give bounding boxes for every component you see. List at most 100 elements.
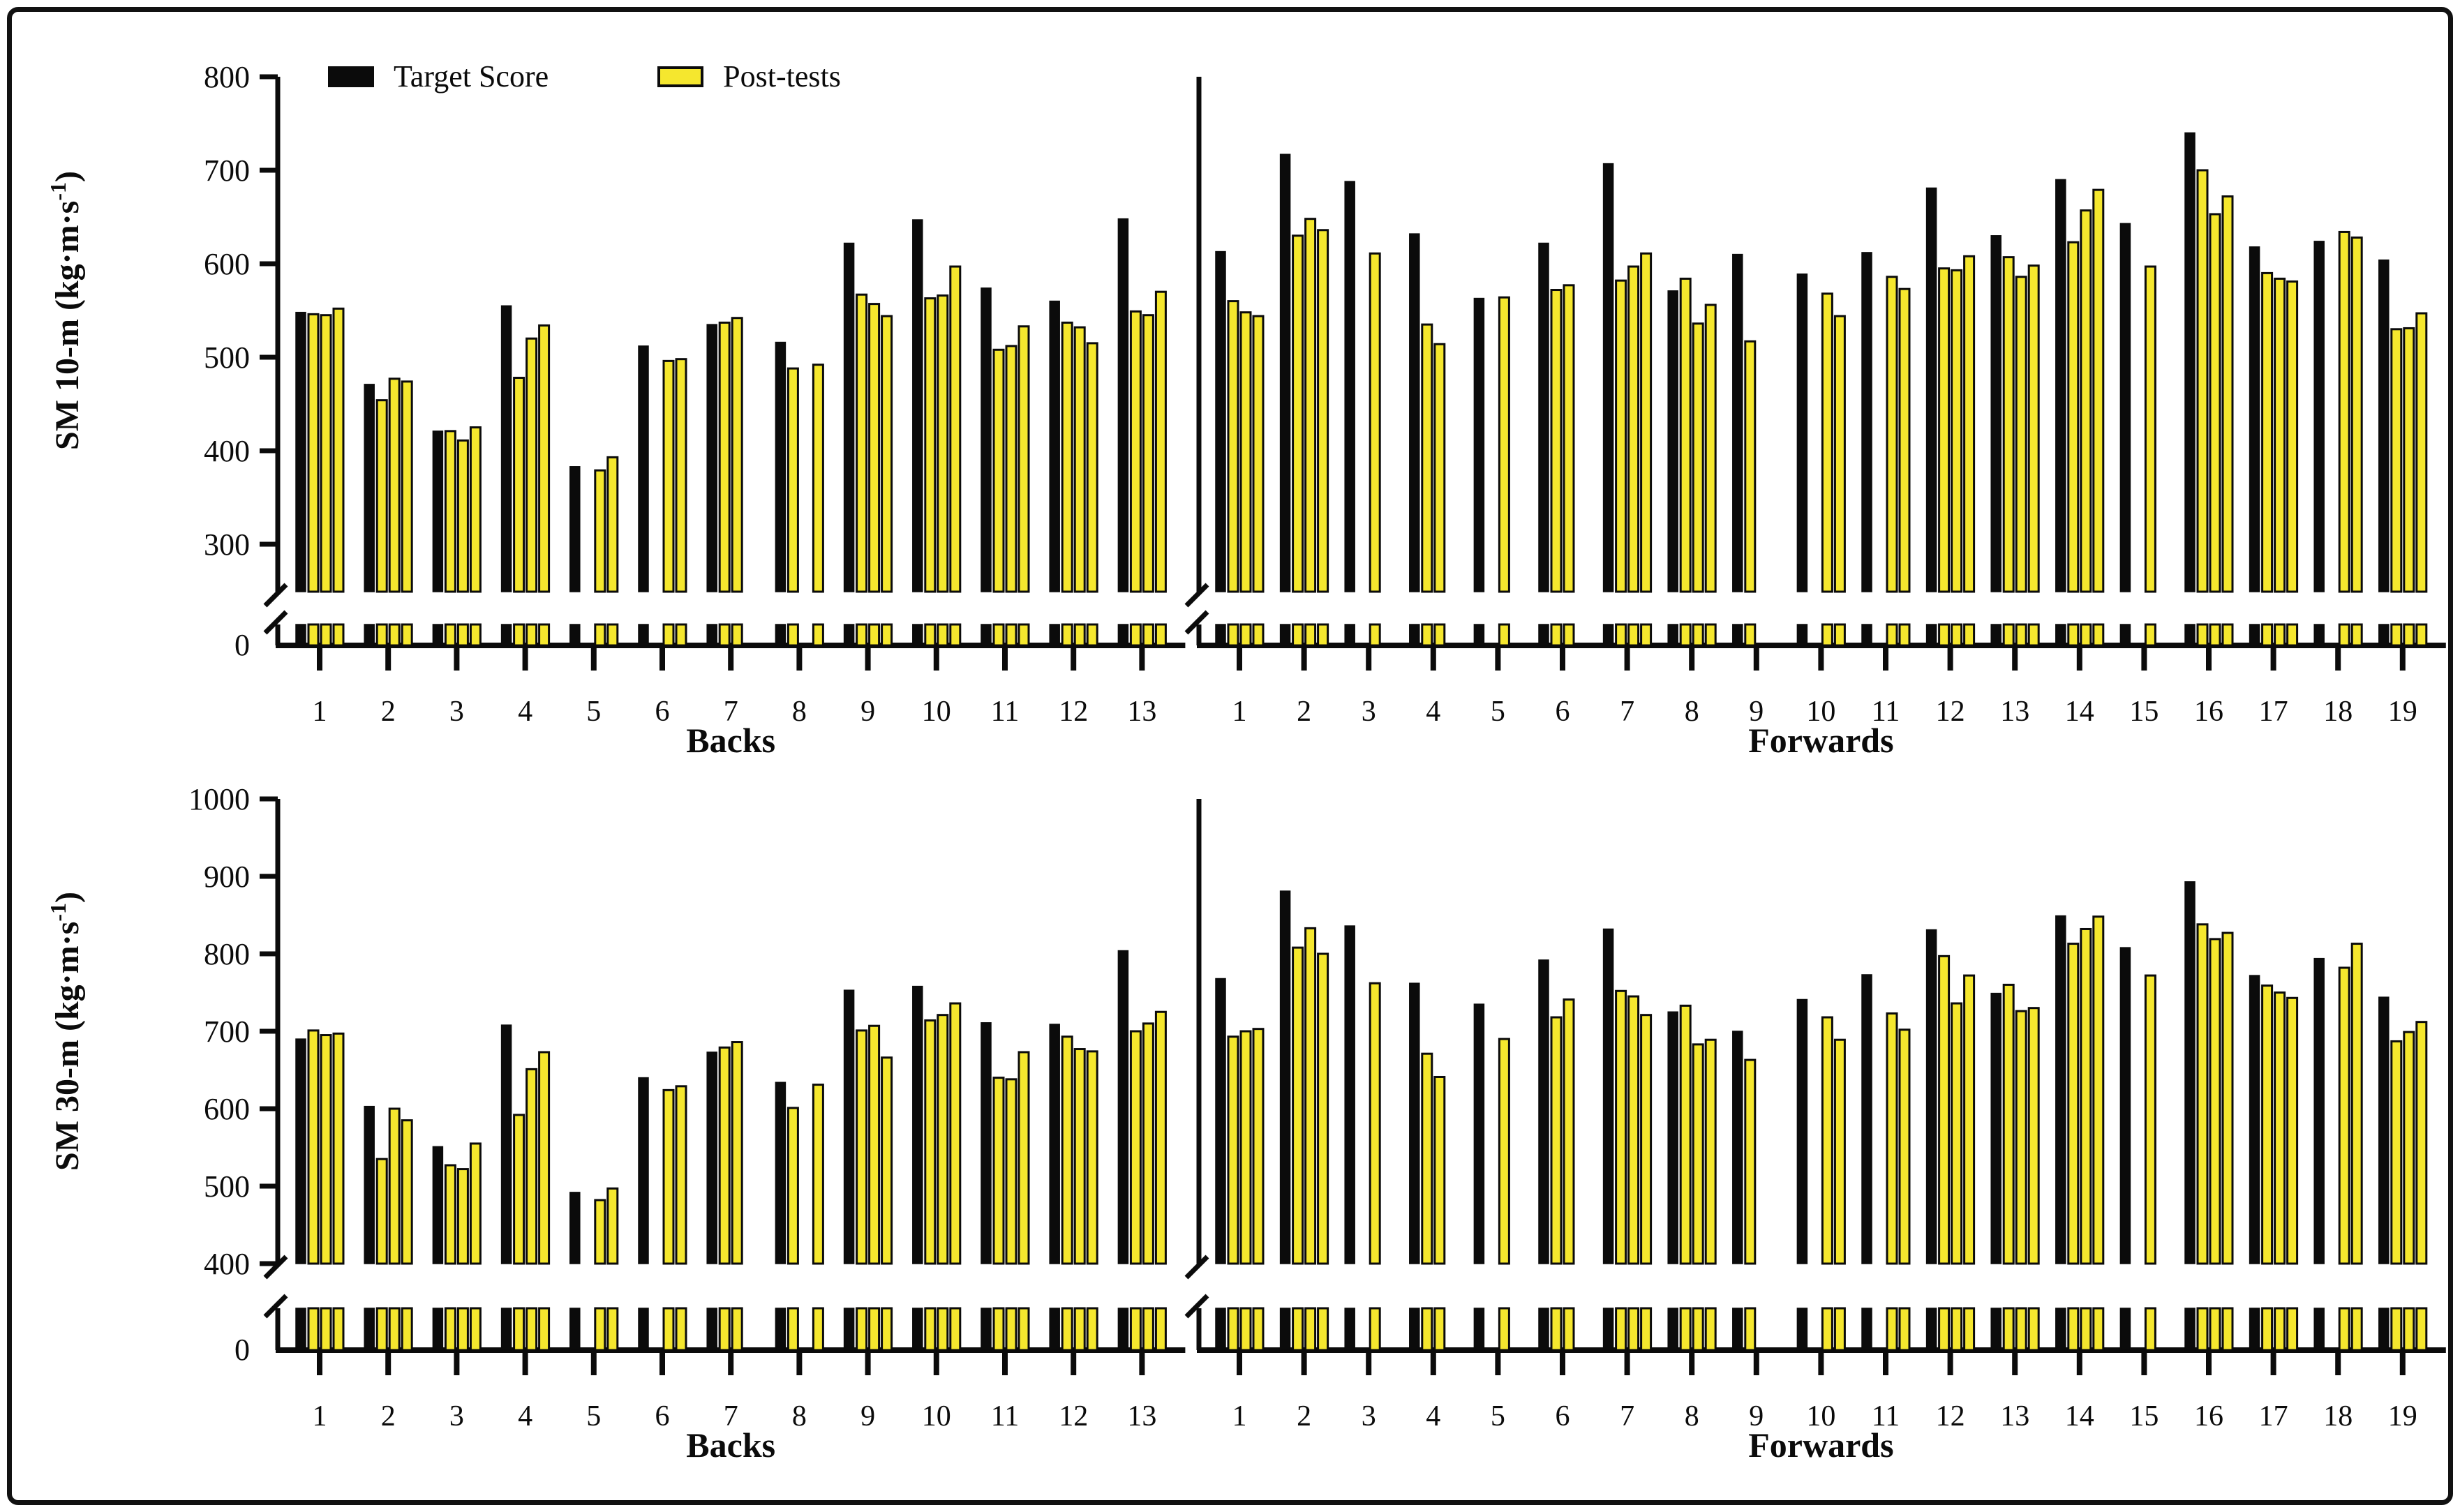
x-tick-label: 11 xyxy=(1872,1400,1900,1432)
x-tick-label: 11 xyxy=(1872,696,1900,728)
bar-posttest-SM10-m-backs-p12-stub xyxy=(1061,623,1073,647)
bar-posttest-SM10-m-forwards-p17 xyxy=(2286,280,2299,593)
x-tick-label: 2 xyxy=(1297,696,1311,728)
bar-posttest-SM30-m-forwards-p16-stub xyxy=(2196,1307,2209,1352)
bar-posttest-SM30-m-backs-p12-stub xyxy=(1086,1307,1098,1352)
bar-target-SM30-m-forwards-p15-stub xyxy=(2119,1308,2131,1351)
y-tick-label: 600 xyxy=(204,247,250,281)
x-tick-label: 11 xyxy=(991,1400,1019,1432)
bar-posttest-SM30-m-backs-p4-stub xyxy=(525,1307,538,1352)
bar-posttest-SM30-m-backs-p2 xyxy=(388,1107,401,1265)
bar-posttest-SM10-m-backs-p12 xyxy=(1086,342,1098,593)
bar-posttest-SM30-m-forwards-p19 xyxy=(2390,1040,2403,1265)
bar-posttest-SM30-m-forwards-p12 xyxy=(1951,1002,1963,1265)
bar-posttest-SM30-m-forwards-p8 xyxy=(1692,1043,1704,1265)
bar-posttest-SM10-m-forwards-p17 xyxy=(2261,271,2274,593)
x-tick-label: 13 xyxy=(2000,1400,2029,1432)
axis-break-icon xyxy=(263,1294,288,1319)
x-tick-label: 7 xyxy=(724,696,738,728)
bar-target-SM30-m-backs-p6 xyxy=(638,1077,649,1264)
bar-posttest-SM10-m-forwards-p7 xyxy=(1627,265,1640,593)
bar-posttest-SM10-m-backs-p2 xyxy=(401,380,413,593)
axis-break-icon xyxy=(1184,610,1209,635)
panel-title-forwards: Forwards xyxy=(1748,1425,1893,1465)
x-tick-label: 10 xyxy=(1806,696,1835,728)
bar-posttest-SM30-m-forwards-p4 xyxy=(1433,1075,1446,1265)
bar-posttest-SM30-m-backs-p3-stub xyxy=(456,1307,469,1352)
bar-posttest-SM10-m-forwards-p6-stub xyxy=(1550,623,1563,647)
bar-posttest-SM30-m-backs-p11 xyxy=(1017,1051,1030,1265)
bar-target-SM30-m-forwards-p3-stub xyxy=(1344,1308,1355,1351)
bar-posttest-SM30-m-forwards-p7 xyxy=(1615,989,1627,1265)
bar-posttest-SM30-m-forwards-p4-stub xyxy=(1421,1307,1433,1352)
bar-target-SM10-m-backs-p5-stub xyxy=(569,624,581,646)
bar-posttest-SM10-m-forwards-p16-stub xyxy=(2196,623,2209,647)
bar-target-SM30-m-forwards-p7 xyxy=(1602,928,1614,1264)
bar-target-SM10-m-forwards-p14 xyxy=(2055,179,2066,592)
legend-label-post-tests: Post-tests xyxy=(723,59,841,93)
bar-posttest-SM30-m-forwards-p8 xyxy=(1704,1038,1717,1265)
bar-posttest-SM10-m-forwards-p6 xyxy=(1563,284,1575,593)
bar-posttest-SM10-m-forwards-p11 xyxy=(1886,276,1898,593)
bar-posttest-SM30-m-backs-p1-stub xyxy=(320,1307,332,1352)
bar-posttest-SM10-m-forwards-p10 xyxy=(1833,315,1846,593)
bar-posttest-SM30-m-forwards-p6 xyxy=(1550,1016,1563,1265)
bar-posttest-SM30-m-backs-p9 xyxy=(881,1056,893,1265)
bar-posttest-SM30-m-forwards-p15 xyxy=(2144,974,2156,1265)
bar-posttest-SM30-m-backs-p13-stub xyxy=(1142,1307,1154,1352)
bar-target-SM30-m-forwards-p7-stub xyxy=(1602,1308,1614,1351)
bar-target-SM10-m-forwards-p17-stub xyxy=(2249,624,2260,646)
bar-posttest-SM30-m-forwards-p13 xyxy=(2027,1007,2040,1265)
bar-posttest-SM10-m-backs-p6-stub xyxy=(662,623,675,647)
x-tick-label: 1 xyxy=(313,696,327,728)
bar-target-SM10-m-forwards-p15 xyxy=(2119,223,2131,592)
bar-posttest-SM30-m-forwards-p8 xyxy=(1679,1004,1692,1265)
bar-posttest-SM30-m-forwards-p17-stub xyxy=(2274,1307,2286,1352)
bar-posttest-SM30-m-forwards-p14 xyxy=(2067,943,2080,1265)
bar-posttest-SM10-m-backs-p6-stub xyxy=(675,623,687,647)
bar-target-SM30-m-backs-p10 xyxy=(912,985,923,1264)
bar-posttest-SM10-m-forwards-p12 xyxy=(1938,267,1951,593)
bar-posttest-SM10-m-backs-p3 xyxy=(444,430,456,593)
bar-target-SM10-m-forwards-p8-stub xyxy=(1667,624,1678,646)
bar-posttest-SM30-m-backs-p1 xyxy=(307,1029,320,1265)
bar-posttest-SM30-m-forwards-p19 xyxy=(2415,1021,2428,1265)
bar-posttest-SM30-m-backs-p3 xyxy=(456,1168,469,1265)
bar-posttest-SM30-m-forwards-p2 xyxy=(1292,946,1304,1265)
bar-posttest-SM30-m-forwards-p14-stub xyxy=(2092,1307,2105,1352)
bar-posttest-SM30-m-backs-p12 xyxy=(1061,1035,1073,1265)
y-tick-label: 400 xyxy=(204,434,250,468)
bar-posttest-SM30-m-backs-p10-stub xyxy=(949,1307,962,1352)
x-tick-label: 7 xyxy=(1620,1400,1634,1432)
bar-posttest-SM10-m-backs-p1-stub xyxy=(320,623,332,647)
x-tick-label: 11 xyxy=(991,696,1019,728)
bar-posttest-SM10-m-backs-p12 xyxy=(1073,326,1086,593)
bar-posttest-SM30-m-forwards-p10-stub xyxy=(1833,1307,1846,1352)
y-tick-label: 800 xyxy=(204,937,250,971)
bar-target-SM10-m-backs-p6-stub xyxy=(638,624,649,646)
bar-posttest-SM30-m-backs-p12 xyxy=(1086,1050,1098,1265)
bar-posttest-SM10-m-forwards-p9-stub xyxy=(1744,623,1757,647)
x-tick-label: 1 xyxy=(1232,696,1247,728)
panel-title-backs: Backs xyxy=(686,721,775,760)
bar-target-SM10-m-forwards-p5 xyxy=(1473,297,1485,592)
bar-posttest-SM10-m-forwards-p9 xyxy=(1744,340,1757,593)
bar-posttest-SM10-m-forwards-p14 xyxy=(2080,209,2092,593)
panel-title-backs: Backs xyxy=(686,1425,775,1465)
bar-posttest-SM30-m-forwards-p17 xyxy=(2274,991,2286,1265)
bar-posttest-SM30-m-forwards-p5-stub xyxy=(1498,1307,1510,1352)
bar-posttest-SM10-m-forwards-p14-stub xyxy=(2067,623,2080,647)
x-tick-label: 3 xyxy=(449,1400,464,1432)
bar-posttest-SM30-m-backs-p11 xyxy=(1005,1078,1017,1265)
bar-posttest-SM30-m-forwards-p14-stub xyxy=(2067,1307,2080,1352)
x-tick-label: 4 xyxy=(518,1400,532,1432)
bar-posttest-SM10-m-forwards-p10-stub xyxy=(1833,623,1846,647)
bar-posttest-SM10-m-backs-p5-stub xyxy=(594,623,606,647)
bar-posttest-SM30-m-backs-p12-stub xyxy=(1073,1307,1086,1352)
bar-posttest-SM10-m-backs-p2-stub xyxy=(401,623,413,647)
bar-posttest-SM10-m-forwards-p5 xyxy=(1498,296,1510,593)
bar-posttest-SM30-m-forwards-p11-stub xyxy=(1886,1307,1898,1352)
bar-posttest-SM30-m-backs-p10 xyxy=(924,1019,937,1265)
bar-posttest-SM10-m-backs-p11 xyxy=(1017,325,1030,593)
bar-target-SM10-m-forwards-p4-stub xyxy=(1409,624,1420,646)
